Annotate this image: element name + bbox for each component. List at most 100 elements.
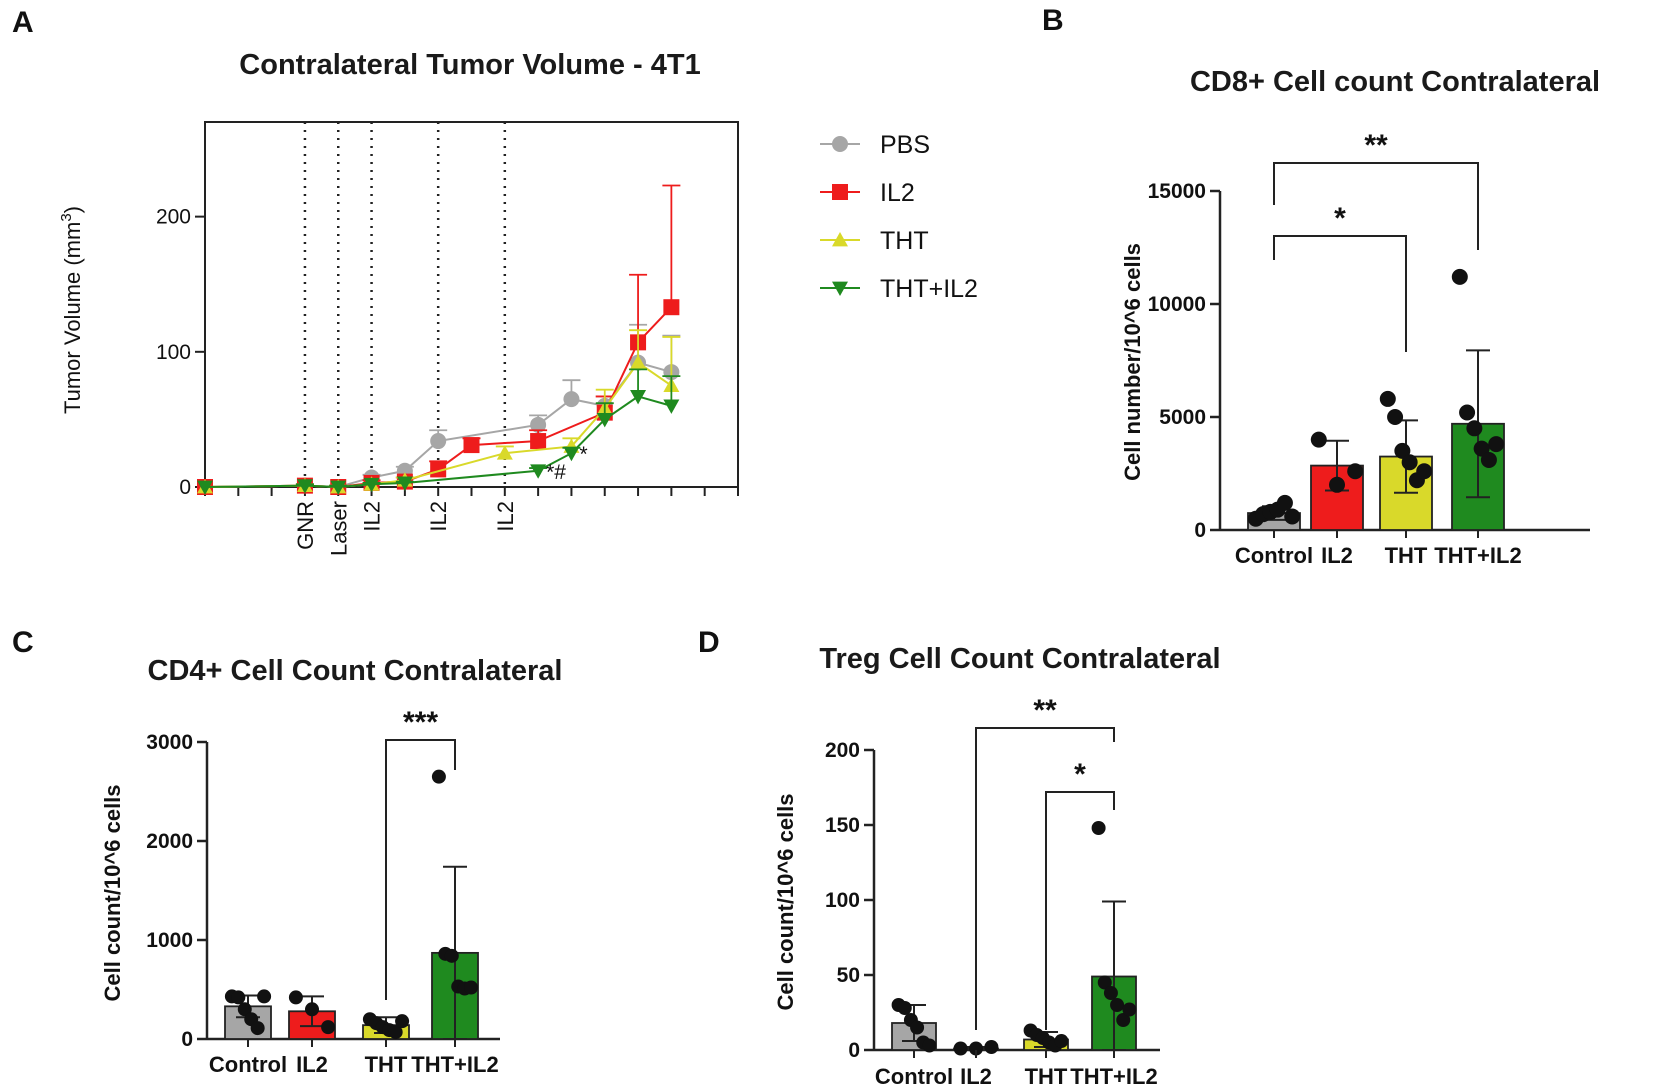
panel-b-significance-label: ** <box>1364 129 1388 162</box>
panel-a-marker-triangle-down <box>530 464 547 479</box>
panel-c-data-point <box>321 1020 336 1035</box>
panel-d-bar-chart: Treg Cell Count Contralateral Cell count… <box>773 643 1221 1089</box>
panel-b-data-point <box>1329 476 1345 493</box>
panel-d-title: Treg Cell Count Contralateral <box>819 643 1220 675</box>
panel-a-marker-circle <box>430 433 447 450</box>
panel-letter-d: D <box>698 626 720 659</box>
panel-letter-a: A <box>12 6 34 39</box>
panel-b-data-point <box>1416 463 1433 480</box>
panel-d-y-axis-label: Cell count/10^6 cells <box>773 793 798 1010</box>
panel-a-marker-triangle <box>496 445 513 460</box>
panel-c-category-label: THT <box>365 1052 408 1077</box>
panel-d-data-point <box>1122 1002 1137 1017</box>
panel-a-ytick-label: 100 <box>156 341 191 364</box>
panel-a-series-line <box>204 395 672 489</box>
panel-a-marker-square <box>530 433 547 450</box>
panel-b-ytick-label: 5000 <box>1159 406 1206 429</box>
panel-b-data-point <box>1394 442 1411 459</box>
panel-b-ytick-label: 10000 <box>1148 293 1206 316</box>
panel-b-data-point <box>1488 436 1505 453</box>
panel-b-category-label: THT+IL2 <box>1434 543 1521 568</box>
panel-b-data-point <box>1451 268 1468 285</box>
panel-a-marker-triangle-down <box>630 390 647 405</box>
panel-c-data-point <box>237 1002 252 1017</box>
panel-a-marker-triangle-down <box>296 479 313 494</box>
panel-c-y-axis-label: Cell count/10^6 cells <box>100 784 125 1001</box>
panel-a-marker-triangle <box>630 354 647 370</box>
panel-a-annotation: *# <box>546 461 566 484</box>
panel-b-data-point <box>1387 409 1404 425</box>
panel-a-marker-triangle-down <box>663 399 680 414</box>
panel-letter-c: C <box>12 626 34 659</box>
panel-d-data-point <box>969 1041 983 1056</box>
panel-d-significance-bracket <box>1045 791 1115 1030</box>
panel-c-significance-bracket <box>385 739 456 1000</box>
panel-d-category-label: Control <box>875 1064 953 1089</box>
panel-c-ytick-label: 0 <box>181 1028 193 1051</box>
panel-a-marker-triangle-down <box>363 477 380 493</box>
panel-a-ylabel-end: ) <box>60 206 85 213</box>
panel-c-category-label: Control <box>209 1052 287 1077</box>
panel-a-y-axis-label: Tumor Volume (mm3) <box>58 206 85 414</box>
panel-d-ytick-label: 100 <box>825 889 860 912</box>
panel-a-marker-circle <box>832 136 848 152</box>
panel-c-data-point <box>444 948 459 963</box>
panel-d-data-point <box>953 1041 968 1056</box>
panel-a-marker-triangle-down <box>832 281 848 296</box>
panel-c-bar-chart: CD4+ Cell Count Contralateral Cell count… <box>100 655 562 1077</box>
panel-b-significance-label: * <box>1334 202 1346 235</box>
panel-b-category-label: THT <box>1385 543 1428 568</box>
panel-a-marker-triangle-down <box>563 446 580 462</box>
panel-c-data-point <box>257 989 272 1004</box>
panel-d-data-point <box>910 1020 925 1035</box>
panel-b-data-point <box>1401 454 1418 471</box>
panel-d-significance-label: ** <box>1033 694 1057 727</box>
panel-d-ytick-label: 150 <box>825 814 860 837</box>
panel-a-marker-square <box>663 299 680 316</box>
panel-d-data-point <box>897 1001 912 1015</box>
panel-b-data-point <box>1276 494 1293 511</box>
panel-d-data-point <box>1097 975 1112 990</box>
panel-c-title: CD4+ Cell Count Contralateral <box>148 655 563 687</box>
panel-c-data-point <box>231 990 246 1005</box>
panel-b-data-point <box>1480 451 1497 468</box>
panel-a-marker-square <box>430 461 447 478</box>
panel-a-event-label: IL2 <box>426 501 451 532</box>
panel-a-legend-label: PBS <box>880 131 930 159</box>
panel-b-category-label: Control <box>1235 543 1313 568</box>
panel-d-significance-label: * <box>1074 758 1086 791</box>
panel-d-data-point <box>984 1040 999 1054</box>
panel-c-data-point <box>305 1002 319 1017</box>
panel-d-data-point <box>922 1038 937 1053</box>
panel-a-plot-frame <box>204 121 739 488</box>
panel-a-annotation: * <box>579 443 587 466</box>
panel-b-data-point <box>1284 508 1301 525</box>
panel-d-category-label: THT+IL2 <box>1070 1064 1157 1089</box>
panel-d-data-point <box>1116 1013 1131 1027</box>
panel-a-ylabel-sup: 3 <box>58 213 75 221</box>
panel-a-event-label: GNR <box>293 501 318 550</box>
panel-c-category-label: IL2 <box>296 1052 328 1077</box>
panel-c-data-point <box>288 990 303 1005</box>
panel-c-category-label: THT+IL2 <box>411 1052 498 1077</box>
panel-a-legend-label: IL2 <box>880 179 915 207</box>
panel-b-data-point <box>1459 404 1476 421</box>
panel-d-ytick-label: 200 <box>825 739 860 762</box>
panel-a-event-label: Laser <box>326 501 351 556</box>
panel-d-ytick-label: 0 <box>848 1039 860 1062</box>
panel-a-marker-circle <box>563 391 580 408</box>
panel-a-ytick-label: 0 <box>179 476 191 499</box>
panel-c-data-point <box>464 980 479 995</box>
panel-a-event-label: IL2 <box>493 501 518 532</box>
panel-d-data-point <box>1091 821 1106 835</box>
panel-a-marker-square <box>463 437 480 454</box>
panel-d-category-label: IL2 <box>960 1064 992 1089</box>
panel-a-marker-triangle-down <box>330 480 347 495</box>
panel-b-data-point <box>1347 463 1364 480</box>
panel-b-data-point <box>1379 390 1396 407</box>
panel-c-ytick-label: 1000 <box>146 929 193 952</box>
panel-b-significance-bracket <box>1273 162 1479 250</box>
panel-a-marker-triangle-down <box>197 480 213 495</box>
panel-a-line-chart: Contralateral Tumor Volume - 4T1 Tumor V… <box>58 49 978 556</box>
